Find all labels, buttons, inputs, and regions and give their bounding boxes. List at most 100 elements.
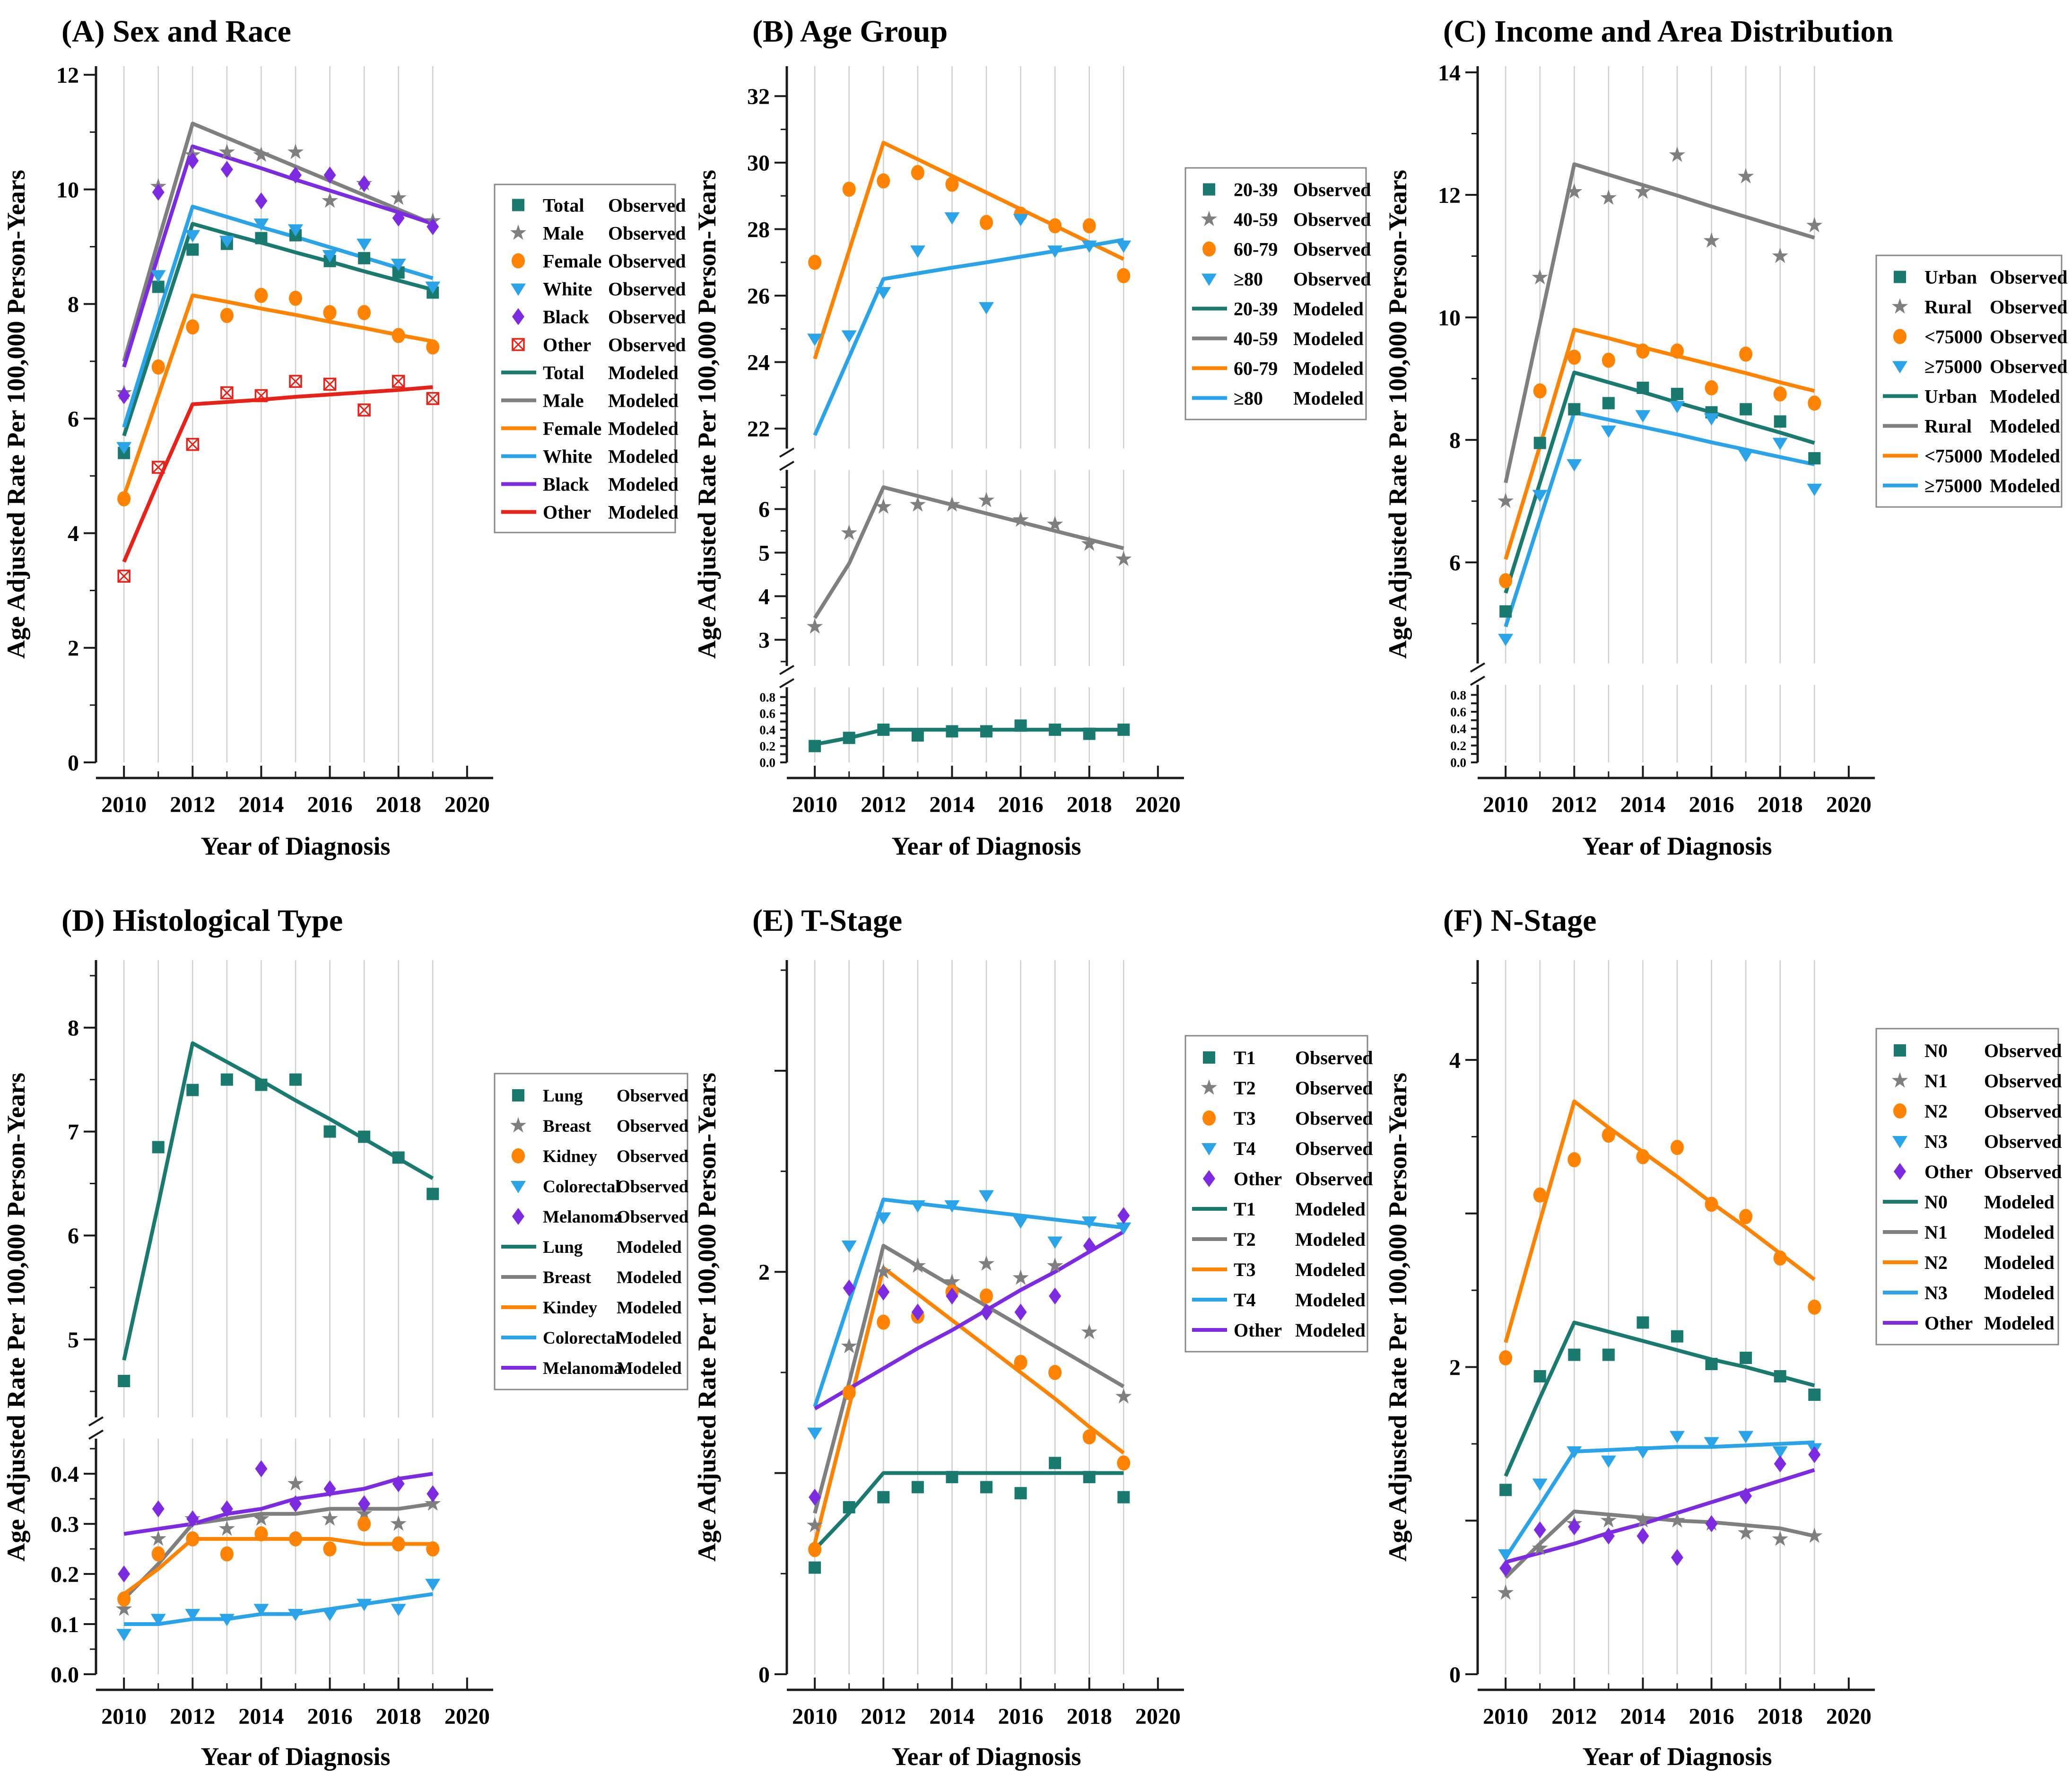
marker-Other-2013	[220, 386, 233, 399]
legend-marker	[511, 1181, 526, 1193]
legend-name: Other	[543, 502, 591, 523]
legend-status: Modeled	[1295, 1259, 1366, 1280]
marker-group	[1671, 1140, 1684, 1155]
legend-status: Modeled	[1295, 1320, 1366, 1341]
marker-group	[392, 1536, 405, 1552]
legend-name: <75000	[1924, 326, 1983, 348]
panel-title: (A) Sex and Race	[61, 14, 291, 49]
marker-≥80-2017	[1047, 245, 1063, 258]
marker-Kidney-2010	[117, 1591, 131, 1607]
legend-status: Observed	[1293, 239, 1371, 260]
marker-N2-2011	[1533, 1187, 1547, 1203]
marker-Lung-2016	[323, 1125, 336, 1138]
marker-Melanoma-2018	[392, 1475, 405, 1493]
marker-group	[1048, 218, 1062, 234]
marker-<75000-2013	[1602, 352, 1615, 368]
marker-group	[220, 386, 234, 400]
x-tick-label: 2014	[238, 1704, 284, 1729]
marker-group	[809, 1561, 821, 1574]
marker-group	[427, 218, 439, 236]
y-tick-label: 0.6	[1450, 705, 1466, 719]
marker-T1-2018	[1083, 1471, 1096, 1484]
axis-break-mark	[88, 1416, 104, 1427]
marker-Black-2010	[118, 387, 131, 404]
y-tick-label: 5	[68, 1328, 79, 1353]
marker-Total-2012	[186, 243, 199, 256]
marker-Other-2019	[426, 392, 440, 405]
marker-group	[288, 224, 303, 237]
legend-marker	[1203, 1170, 1215, 1187]
x-tick-label: 2010	[792, 1704, 837, 1729]
marker-Rural-2012	[1566, 183, 1583, 199]
marker-group	[1567, 459, 1582, 472]
marker-<75000-2014	[1636, 343, 1650, 359]
marker-group	[118, 1374, 131, 1387]
marker-group	[807, 333, 823, 346]
marker-group	[1116, 1222, 1132, 1235]
legend-marker	[512, 1089, 524, 1101]
x-tick-label: 2010	[1483, 792, 1528, 817]
y-tick-label: 2	[1449, 1355, 1461, 1380]
y-tick-label: 22	[747, 417, 770, 442]
marker-20-39-2016	[1014, 719, 1027, 732]
marker-group	[1670, 401, 1685, 413]
marker-Other-2017	[1049, 1287, 1062, 1305]
y-tick-label: 0.3	[51, 1512, 79, 1537]
legend-marker	[1894, 1044, 1906, 1057]
marker-group	[1532, 489, 1548, 502]
marker-N0-2014	[1637, 1316, 1649, 1329]
panel-c: (C) Income and Area Distribution 6 8 10 12 14…	[1382, 0, 2072, 889]
marker-group	[218, 143, 235, 159]
marker-group	[911, 1303, 924, 1321]
marker-≥80-2019	[1116, 240, 1132, 253]
line-40-59-modeled	[813, 485, 1124, 619]
y-tick-label: 12	[1438, 183, 1461, 208]
marker-N3-2012	[1567, 1446, 1582, 1459]
marker-group	[1083, 1237, 1096, 1254]
y-axis-title: Age Adjusted Rate Per 100,000 Person-Yea…	[693, 170, 721, 659]
panel-title: (B) Age Group	[752, 14, 948, 49]
marker-Urban-2011	[1533, 437, 1546, 449]
marker-group	[117, 491, 131, 507]
marker-≥75000-2012	[1567, 459, 1582, 472]
legend-status: Observed	[608, 251, 686, 272]
y-tick-label: 8	[68, 292, 79, 317]
marker-group	[875, 1263, 892, 1279]
marker-group	[1012, 511, 1029, 527]
legend-status: Observed	[1295, 1138, 1373, 1159]
line-Rural-modeled	[1504, 162, 1815, 483]
legend-box	[1184, 167, 1367, 420]
marker-group	[1049, 723, 1062, 736]
marker-group	[322, 192, 338, 208]
chart-C: (C) Income and Area Distribution 6 8 10 12 14…	[1384, 14, 2067, 860]
marker-Lung-2014	[255, 1078, 268, 1091]
legend-status: Modeled	[1295, 1229, 1366, 1250]
marker-group	[809, 740, 821, 752]
x-axis-title: Year of Diagnosis	[1582, 832, 1772, 860]
marker-group	[1705, 1358, 1718, 1371]
marker-group	[1635, 1446, 1651, 1459]
marker-group	[1773, 1250, 1787, 1266]
marker-N0-2012	[1568, 1348, 1581, 1361]
marker-20-39-2012	[877, 723, 890, 736]
legend-name: N3	[1924, 1131, 1948, 1152]
legend-status: Modeled	[1984, 1191, 2055, 1213]
observed-markers	[807, 1190, 1132, 1574]
marker-group	[425, 1579, 441, 1591]
x-tick-label: 2016	[998, 792, 1044, 817]
marker-group	[391, 258, 406, 271]
marker-group	[323, 377, 337, 391]
marker-White-2013	[219, 236, 235, 248]
marker-Other-2014	[946, 1287, 958, 1305]
line-Melanoma-modeled	[123, 1472, 433, 1536]
axis-break-mark	[779, 461, 795, 471]
marker-Other-2016	[1014, 1303, 1027, 1321]
marker-group	[1600, 189, 1617, 205]
marker-N1-2011	[1532, 1539, 1548, 1556]
legend-status: Modeled	[1295, 1289, 1366, 1311]
marker-T2-2016	[1012, 1269, 1029, 1285]
legend-name: Other	[1234, 1320, 1282, 1341]
line-N2-modeled	[1504, 1099, 1816, 1343]
marker-group	[809, 1488, 821, 1506]
marker-Other-2011	[843, 1279, 855, 1297]
